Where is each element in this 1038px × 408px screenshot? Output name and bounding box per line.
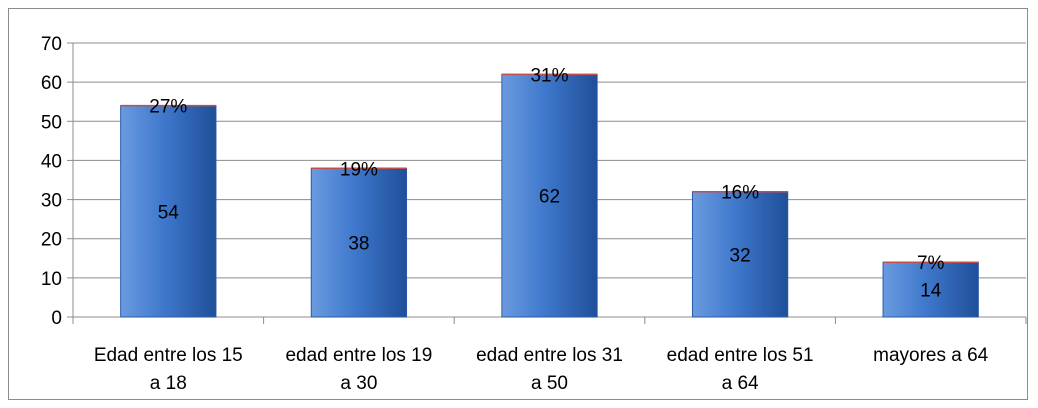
bar — [882, 261, 979, 318]
y-tick-label: 30 — [41, 191, 62, 212]
y-tick-label: 20 — [41, 230, 62, 251]
x-category-label: mayores a 64 — [873, 345, 989, 366]
x-category-label: a 30 — [340, 373, 377, 394]
x-category-label: a 64 — [722, 373, 759, 394]
value-label: 54 — [158, 202, 180, 223]
bar — [501, 73, 598, 318]
y-tick-label: 50 — [41, 112, 62, 133]
value-label: 32 — [730, 245, 751, 266]
x-category-label: edad entre los 31 — [476, 345, 623, 366]
percent-label: 19% — [340, 159, 378, 180]
percent-label: 27% — [149, 97, 187, 118]
x-category-label: a 50 — [531, 373, 568, 394]
bars — [120, 73, 979, 318]
y-tick-label: 10 — [41, 269, 62, 290]
labels: 0 10 20 30 40 50 60 70 27% 54 Edad entre los 15 a 1… — [41, 34, 989, 394]
value-label: 62 — [539, 187, 560, 208]
bar — [691, 191, 789, 318]
bar — [120, 105, 217, 318]
x-category-label: a 18 — [150, 373, 187, 394]
x-category-label: edad entre los 51 — [667, 345, 814, 366]
y-tick-label: 70 — [41, 34, 62, 55]
y-tick-label: 60 — [41, 73, 62, 94]
x-category-label: edad entre los 19 — [285, 345, 432, 366]
x-category-label: Edad entre los 15 — [94, 345, 243, 366]
y-tick-label: 0 — [51, 308, 62, 329]
bar — [310, 167, 408, 318]
y-tick-label: 40 — [41, 151, 62, 172]
percent-label: 31% — [530, 65, 568, 86]
value-label: 14 — [920, 281, 942, 302]
percent-label: 7% — [917, 253, 945, 274]
percent-label: 16% — [721, 183, 759, 204]
value-label: 38 — [348, 234, 369, 255]
